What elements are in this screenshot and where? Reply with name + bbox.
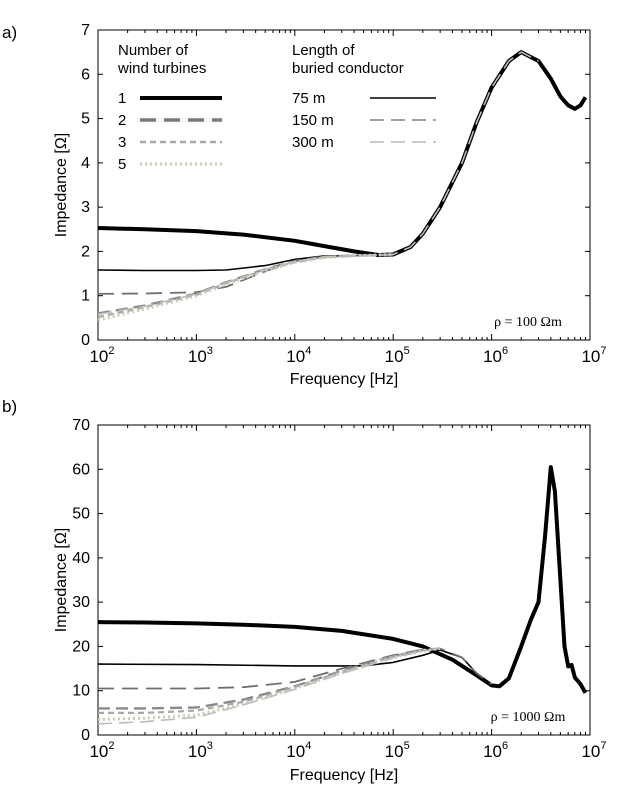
y-axis-label: Impedance [Ω] [53,133,70,237]
legend-label: 2 [118,112,126,129]
y-tick-label: 70 [72,417,90,434]
x-tick-label: 107 [581,345,606,366]
series-line-1 [97,465,588,694]
series-group [97,50,588,322]
x-tick-label: 106 [483,740,508,761]
x-tick-label: 106 [483,345,508,366]
plot-frame [97,424,591,736]
series-line-4 [97,253,394,315]
series-line-7 [97,51,539,316]
y-tick-labels: 0 1 2 3 4 5 6 7 [81,22,90,349]
x-tick-labels: 102 103 104 105 106 107 [89,345,606,366]
legend-title-line: buried conductor [292,60,404,77]
y-tick-label: 7 [81,22,90,39]
series-line-4 [98,647,441,710]
legend-title-line: Number of [118,42,189,59]
x-tick-label: 104 [286,740,311,761]
y-tick-label: 50 [72,506,90,523]
x-axis-label: Frequency [Hz] [290,767,398,784]
series-group [97,465,588,725]
legend-conductors: Length of buried conductor 75 m 150 m 30… [292,42,436,151]
legend-label: 300 m [292,134,334,151]
panel-label: b) [2,397,17,416]
legend-label: 75 m [292,90,325,107]
panel-a: a) 0 1 2 3 4 5 6 7 102 103 104 105 106 1… [2,22,607,388]
axis-ticks [97,424,591,736]
y-tick-label: 30 [72,594,90,611]
series-line-5 [97,253,394,319]
legend-title-line: wind turbines [117,60,206,77]
series-line-3 [97,253,394,295]
panel-b: b) 0 10 20 30 40 50 60 70 102 103 104 10… [2,397,607,784]
x-tick-label: 103 [188,740,213,761]
legend-title-line: Length of [292,42,355,59]
y-tick-label: 10 [72,683,90,700]
y-tick-label: 60 [72,461,90,478]
x-tick-label: 105 [385,345,410,366]
y-tick-label: 40 [72,550,90,567]
plot-frame [97,29,591,341]
x-tick-label: 105 [385,740,410,761]
x-tick-label: 102 [89,345,114,366]
y-tick-label: 3 [81,199,90,216]
series-line-2 [97,649,493,685]
series-line-6 [97,647,441,721]
y-tick-label: 2 [81,243,90,260]
y-tick-label: 20 [72,638,90,655]
axis-ticks [97,29,591,341]
x-tick-label: 102 [89,740,114,761]
legend-label: 150 m [292,112,334,129]
x-tick-label: 107 [581,740,606,761]
y-tick-labels: 0 10 20 30 40 50 60 70 [72,417,90,744]
x-tick-labels: 102 103 104 105 106 107 [89,740,606,761]
y-axis-label: Impedance [Ω] [53,528,70,632]
x-tick-label: 104 [286,345,311,366]
y-tick-label: 1 [81,288,90,305]
series-line-3 [98,647,493,690]
x-axis-label: Frequency [Hz] [290,371,398,388]
y-tick-label: 4 [81,155,90,172]
panel-label: a) [2,23,17,42]
y-tick-label: 0 [81,332,90,349]
legend-label: 3 [118,134,126,151]
x-tick-label: 103 [188,345,213,366]
resistivity-annotation: ρ = 1000 Ωm [491,710,566,725]
legend-label: 5 [118,156,126,173]
resistivity-annotation: ρ = 100 Ωm [494,315,562,330]
y-tick-label: 6 [81,66,90,83]
legend-turbines: Number of wind turbines 1 2 3 5 [117,42,222,173]
legend-label: 1 [118,90,126,107]
series-line-7 [97,647,441,725]
series-line-1 [97,50,588,257]
y-tick-label: 0 [81,727,90,744]
series-line-6 [97,253,394,322]
y-tick-label: 5 [81,111,90,128]
